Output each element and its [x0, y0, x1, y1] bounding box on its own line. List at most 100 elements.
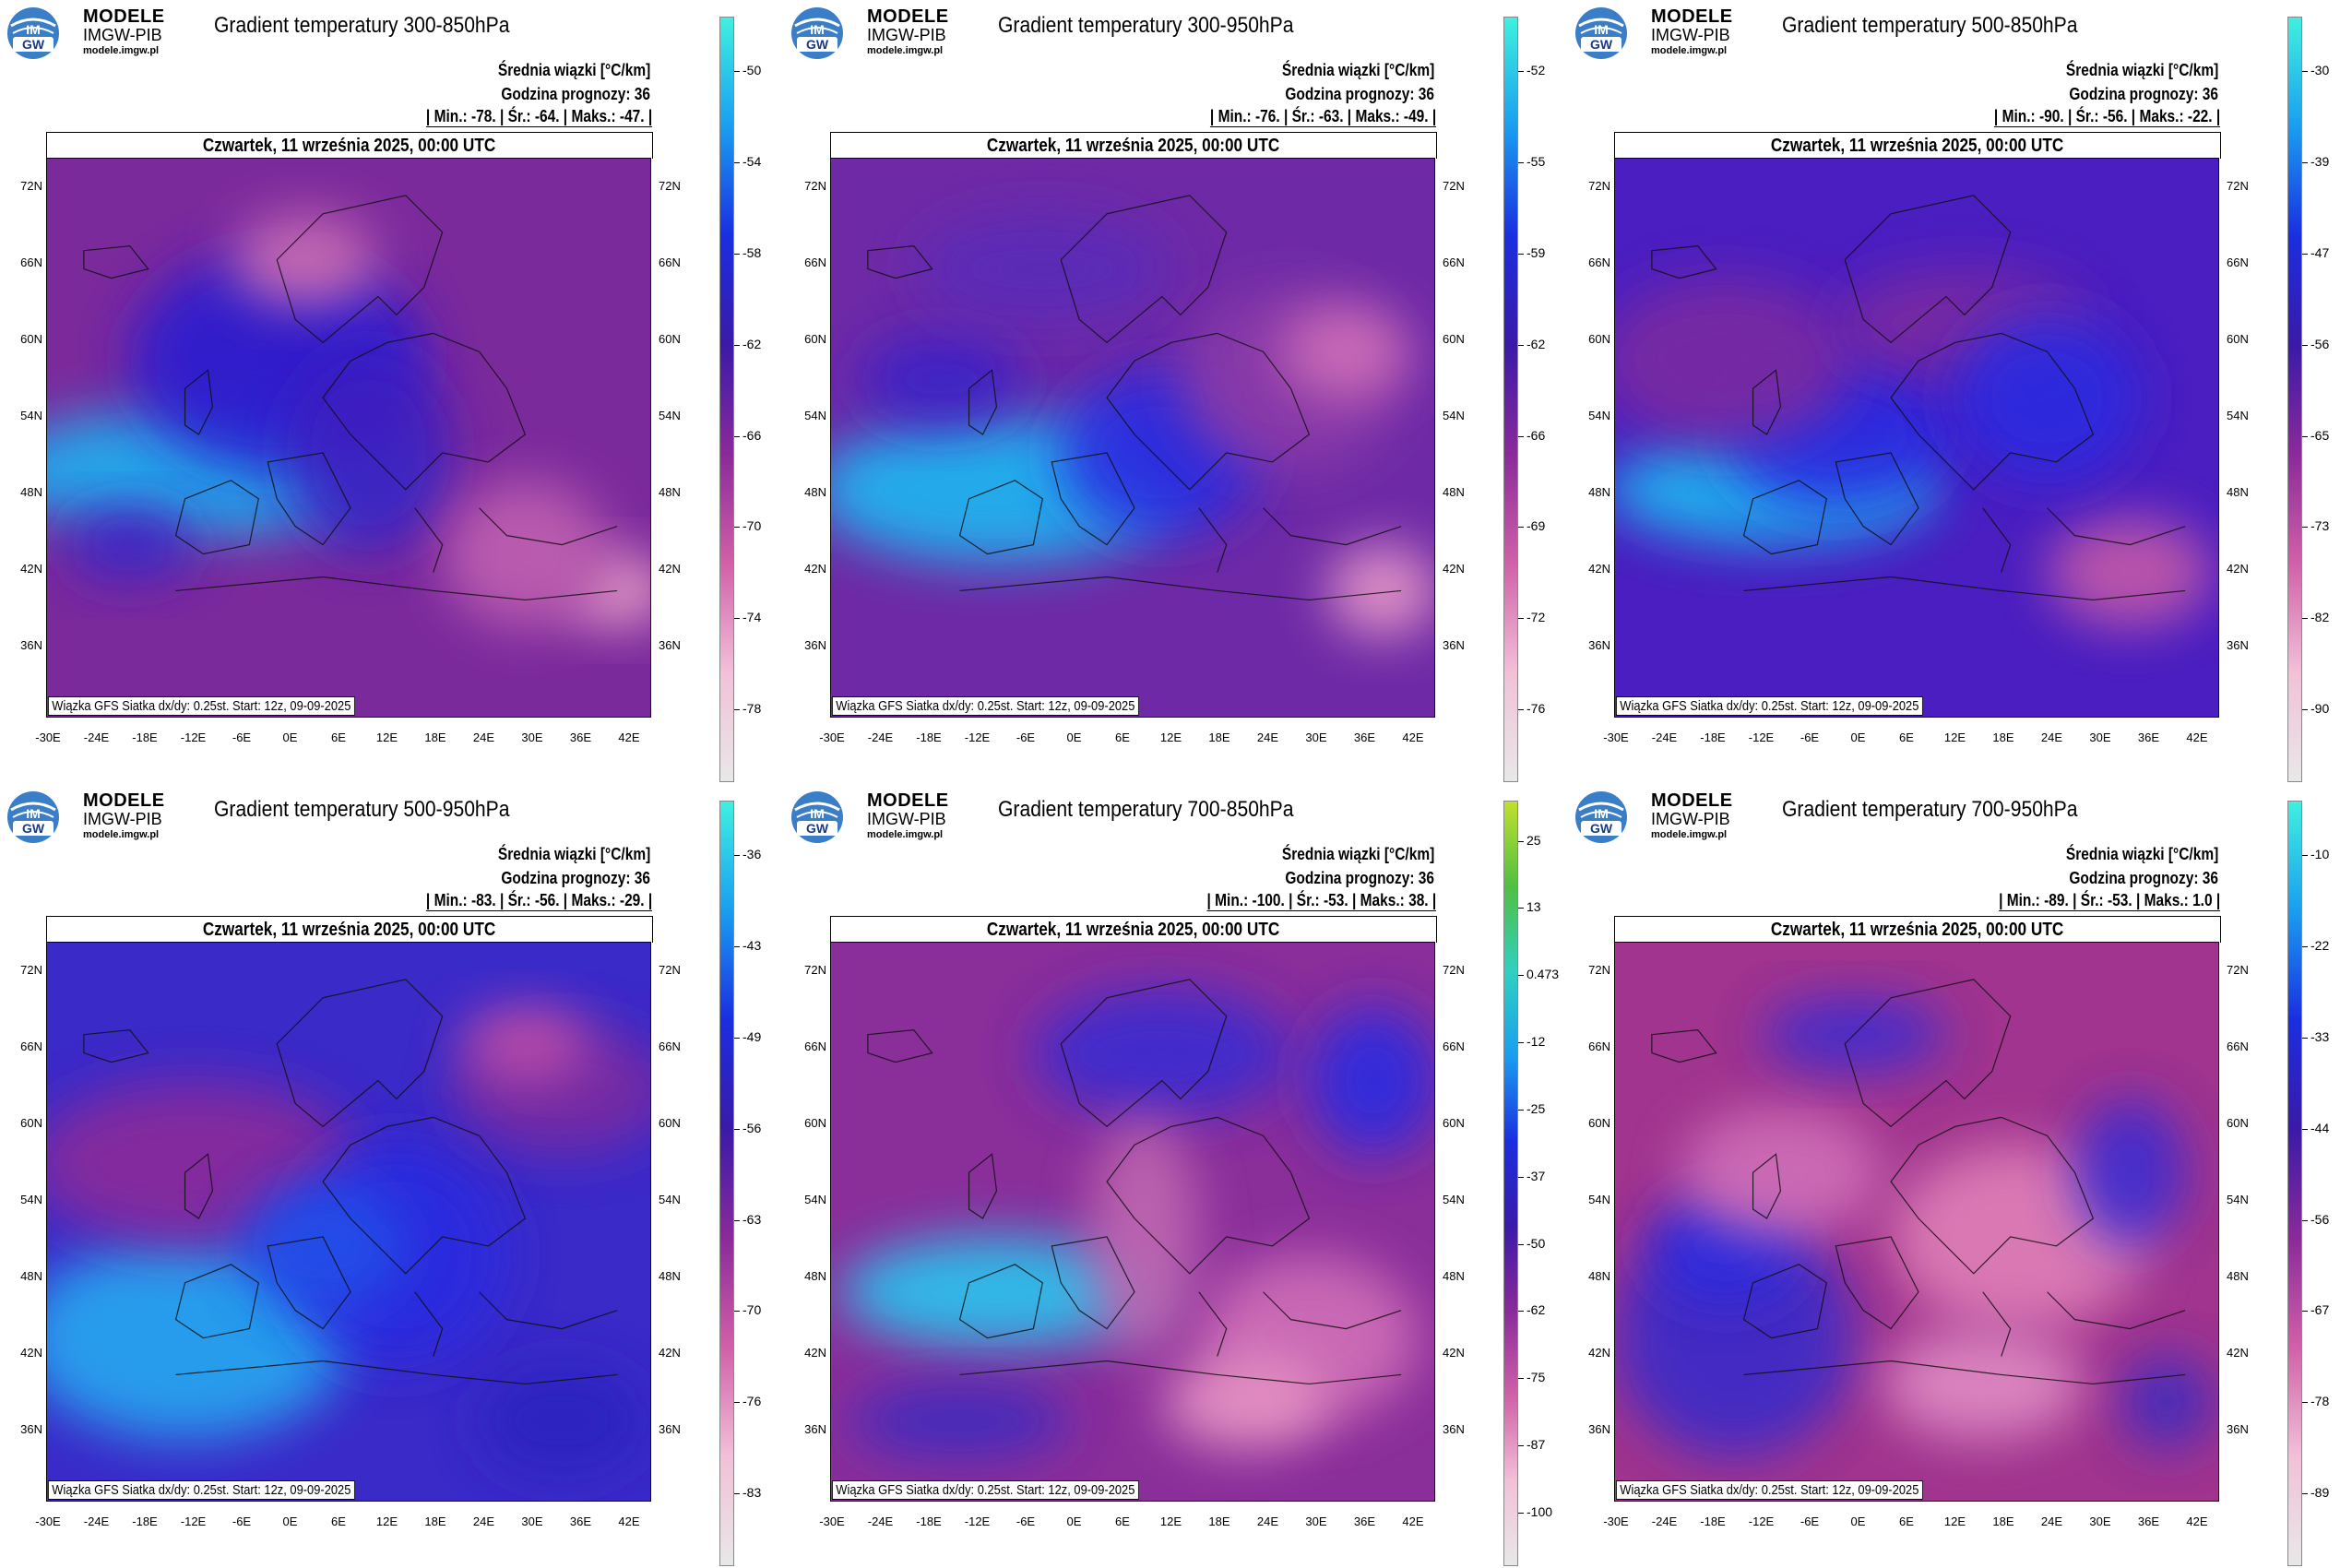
- lat-label-left: 48N: [1588, 485, 1610, 499]
- lat-label-right: 60N: [1443, 1116, 1465, 1130]
- lat-label-right: 48N: [659, 485, 681, 499]
- lon-label: -30E: [35, 731, 61, 744]
- lat-label-left: 48N: [804, 485, 826, 499]
- lat-label-right: 54N: [659, 1193, 681, 1206]
- valid-time-bar: Czwartek, 11 września 2025, 00:00 UTC: [1614, 916, 2221, 943]
- lat-label-left: 48N: [1588, 1269, 1610, 1283]
- lon-label: -12E: [964, 731, 991, 744]
- lat-label-right: 72N: [2227, 179, 2249, 193]
- forecast-hour: Godzina prognozy: 36: [1285, 85, 1434, 103]
- lat-label-right: 42N: [659, 562, 681, 576]
- colorbar-tick-mark: [2302, 1311, 2308, 1313]
- brand-line2: IMGW-PIB: [83, 26, 162, 44]
- colorbar-tick-mark: [1518, 162, 1524, 164]
- lon-label: 36E: [1353, 731, 1376, 744]
- brand-url: modele.imgw.pl: [867, 45, 944, 56]
- stats-line: | Min.: -100. | Śr.: -53. | Maks.: 38. |: [1206, 891, 1436, 911]
- lat-label-right: 48N: [659, 1269, 681, 1283]
- lon-label: 24E: [472, 1515, 495, 1528]
- colorbar-tick-label: -76: [742, 1394, 762, 1409]
- valid-time: Czwartek, 11 września 2025, 00:00 UTC: [987, 136, 1280, 156]
- brand-url: modele.imgw.pl: [867, 829, 944, 840]
- lon-label: 6E: [1899, 731, 1914, 744]
- svg-text:IM: IM: [810, 806, 825, 821]
- lon-label: 12E: [1943, 731, 1966, 744]
- lat-label-right: 48N: [2227, 485, 2249, 499]
- colorbar-tick-mark: [734, 1219, 740, 1221]
- lat-label-right: 60N: [659, 332, 681, 346]
- colorbar-tick-label: -22: [2310, 938, 2330, 954]
- valid-time-bar: Czwartek, 11 września 2025, 00:00 UTC: [1614, 132, 2221, 159]
- forecast-hour: Godzina prognozy: 36: [501, 869, 650, 887]
- forecast-hour: Godzina prognozy: 36: [1285, 869, 1434, 887]
- valid-time-bar: Czwartek, 11 września 2025, 00:00 UTC: [830, 132, 1437, 159]
- colorbar-tick-label: -55: [1526, 154, 1546, 170]
- colorbar-tick-label: -44: [2310, 1120, 2330, 1135]
- source-note: Wiązka GFS Siatka dx/dy: 0.25st. Start: …: [832, 696, 1139, 716]
- lon-label: 12E: [1159, 1515, 1182, 1528]
- lon-label: -30E: [1603, 1515, 1629, 1528]
- lat-label-right: 66N: [2227, 255, 2249, 269]
- colorbar-tick-label: -25: [1526, 1100, 1546, 1116]
- lat-label-left: 54N: [1588, 1193, 1610, 1206]
- lon-label: 42E: [2186, 731, 2208, 744]
- forecast-panel: IM GW MODELE IMGW-PIB modele.imgw.pl Gra…: [784, 784, 1568, 1568]
- lat-label-right: 42N: [659, 1346, 681, 1360]
- lat-label-right: 66N: [1443, 255, 1465, 269]
- colorbar-tick-label: -30: [2310, 63, 2330, 78]
- lon-label: 42E: [2186, 1515, 2208, 1528]
- units-label: Średnia wiązki [°C/km]: [2065, 61, 2218, 79]
- brand-block: MODELE IMGW-PIB modele.imgw.pl: [1651, 791, 1733, 840]
- gradient-field: [47, 943, 650, 1501]
- lon-label: 0E: [1850, 1515, 1866, 1528]
- forecast-hour: Godzina prognozy: 36: [501, 85, 650, 103]
- colorbar-tick-mark: [2302, 946, 2308, 948]
- valid-time: Czwartek, 11 września 2025, 00:00 UTC: [203, 920, 496, 940]
- colorbar-tick-mark: [734, 946, 740, 948]
- coastlines: [867, 195, 1402, 601]
- lat-label-right: 72N: [2227, 963, 2249, 977]
- colorbar-tick-label: -82: [2310, 610, 2330, 625]
- colorbar-tick-label: -56: [2310, 1211, 2330, 1227]
- colorbar-tick-mark: [1518, 1176, 1524, 1178]
- source-note: Wiązka GFS Siatka dx/dy: 0.25st. Start: …: [832, 1480, 1139, 1500]
- coastlines: [1651, 195, 2186, 601]
- colorbar-tick-mark: [2302, 618, 2308, 620]
- colorbar-tick-label: -49: [742, 1028, 762, 1044]
- gradient-field: [1615, 159, 2218, 717]
- colorbar-tick-mark: [1518, 1311, 1524, 1313]
- lat-label-right: 66N: [659, 255, 681, 269]
- brand-url: modele.imgw.pl: [1651, 45, 1728, 56]
- lat-label-left: 60N: [20, 332, 42, 346]
- coastlines: [867, 979, 1402, 1385]
- colorbar-tick-label: -62: [742, 336, 762, 351]
- lon-label: 6E: [1115, 731, 1130, 744]
- lon-label: -12E: [1748, 1515, 1775, 1528]
- colorbar-tick-mark: [1518, 527, 1524, 529]
- lon-label: 0E: [1066, 1515, 1082, 1528]
- lat-label-left: 60N: [1588, 1116, 1610, 1130]
- map-area: Wiązka GFS Siatka dx/dy: 0.25st. Start: …: [46, 158, 651, 718]
- colorbar-tick-mark: [1518, 253, 1524, 255]
- colorbar-tick-label: -78: [742, 700, 762, 716]
- lat-label-right: 72N: [659, 963, 681, 977]
- lon-label: 6E: [331, 731, 346, 744]
- colorbar-tick-mark: [2302, 162, 2308, 164]
- lat-label-left: 48N: [20, 1269, 42, 1283]
- colorbar-tick-mark: [2302, 1402, 2308, 1404]
- stats-line: | Min.: -90. | Śr.: -56. | Maks.: -22. |: [1993, 107, 2220, 127]
- colorbar-tick-mark: [1518, 1243, 1524, 1245]
- lon-label: -30E: [1603, 731, 1629, 744]
- lat-label-right: 48N: [2227, 1269, 2249, 1283]
- lat-label-left: 72N: [20, 963, 42, 977]
- lat-label-right: 60N: [2227, 332, 2249, 346]
- lat-label-right: 36N: [1443, 1422, 1465, 1436]
- svg-text:IM: IM: [1594, 806, 1609, 821]
- lat-label-right: 42N: [2227, 562, 2249, 576]
- lat-label-right: 72N: [1443, 963, 1465, 977]
- svg-text:GW: GW: [806, 821, 829, 836]
- colorbar-tick-mark: [1518, 908, 1524, 909]
- colorbar-tick-mark: [734, 253, 740, 255]
- lon-label: -6E: [1016, 1515, 1036, 1528]
- lat-label-left: 72N: [20, 179, 42, 193]
